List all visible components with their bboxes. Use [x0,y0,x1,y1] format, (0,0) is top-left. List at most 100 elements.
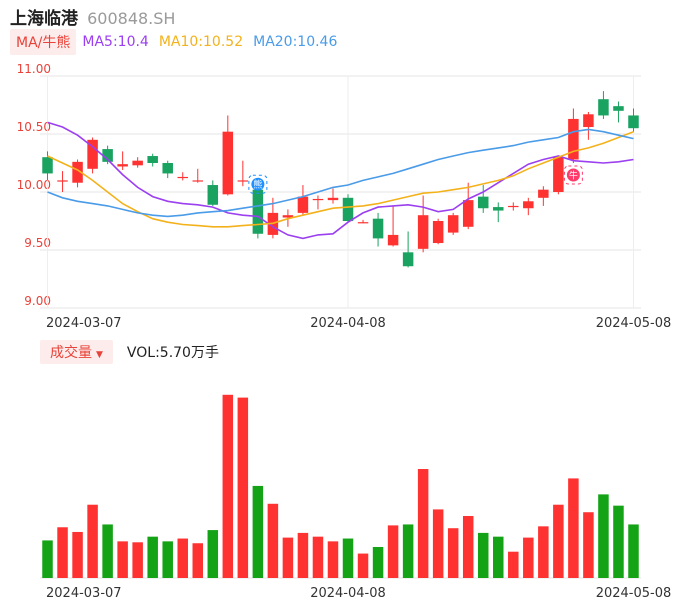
volume-bar [237,397,249,578]
ma5-line [47,121,634,240]
volume-bar [432,509,444,578]
candle-body [312,198,324,201]
candle-body [477,196,489,209]
candle [432,218,444,245]
candle [117,151,128,170]
candle-body [177,176,188,179]
candle [57,171,68,192]
ma20-legend: MA20:10.46 [253,34,338,50]
candle-body [432,221,444,244]
volume-bar [222,394,234,578]
marker-dot [251,177,265,191]
marker-dot [566,168,580,182]
candle [447,212,459,235]
volume-bar [132,542,143,578]
volume-bar [192,543,204,578]
stock-code: 600848.SH [87,9,176,28]
volume-bar [508,551,519,578]
volume-bar [57,527,68,578]
candle [357,219,369,224]
x-tick-label: 2024-03-07 [46,316,122,331]
volume-indicator-selector[interactable]: 成交量 ▼ [40,340,113,364]
marker-label: 牛 [569,170,578,182]
volume-bar [87,504,98,578]
candle-body [613,106,624,111]
candle-body [72,161,83,183]
candle-body [222,131,234,195]
candle-body [402,252,414,267]
volume-bar [598,494,609,578]
volume-bar [117,541,128,578]
candle [387,205,399,247]
candle-body [117,164,128,167]
candle [147,153,158,167]
ma-mode-selector[interactable]: MA/牛熊 [10,29,77,55]
volume-bar [312,536,324,578]
candle [538,186,549,206]
candle-body [387,234,399,246]
candle-body [132,160,143,166]
volume-bar [553,504,564,578]
ma10-legend: MA10:10.52 [158,34,244,50]
volume-bar [568,478,579,578]
volume-bar [42,540,53,578]
volume-bar [402,524,414,578]
candle-body [162,163,173,174]
candle-body [372,218,384,239]
candle-body [342,197,354,221]
marker-frame [563,165,583,185]
candle [342,194,354,223]
candle [222,115,234,196]
y-tick-label: 9.00 [24,294,51,308]
candle-body [462,200,474,227]
stock-name: 上海临港 [10,9,78,29]
volume-legend: 成交量 ▼ VOL:5.70万手 [40,340,219,364]
ma20-line [47,128,634,218]
y-tick-label: 9.50 [24,236,51,250]
ma10-line [47,130,634,228]
marker-label: 熊 [253,179,262,191]
candle-body [568,118,579,160]
volume-value: VOL:5.70万手 [126,345,219,361]
volume-bar [267,503,279,578]
bear-signal-marker: 熊 [248,174,268,194]
candle-body [553,157,564,192]
candle [237,160,249,187]
candle-body [147,156,158,163]
candle [177,172,188,181]
candle [568,108,579,163]
candle-body [357,222,369,224]
candle [252,186,264,239]
volume-bar [72,531,83,578]
volume-bar [583,512,594,578]
candle-body [598,99,609,116]
caret-down-icon: ▼ [96,350,103,360]
x-tick-label: 2024-05-08 [596,586,672,601]
candle-body [57,180,68,182]
candle [42,151,53,181]
candle-body [207,185,219,205]
candle-body [493,207,504,211]
volume-bar [462,515,474,578]
candle-body [282,215,294,218]
stock-header: 上海临港 600848.SH [10,4,176,29]
volume-bar [147,536,158,578]
ma-legend: MA/牛熊 MA5:10.4 MA10:10.52 MA20:10.46 [10,29,347,55]
candle-body [523,201,534,209]
x-tick-label: 2024-05-08 [596,316,672,331]
candle-body [42,157,53,174]
ma5-legend: MA5:10.4 [82,34,149,50]
x-tick-label: 2024-03-07 [46,586,122,601]
candle-body [417,215,429,249]
candle-body [237,180,249,182]
candle [462,182,474,230]
candle [372,212,384,247]
volume-bar [177,538,188,578]
volume-bar [477,532,489,578]
candle-body [538,189,549,198]
volume-bar [357,553,369,578]
bull-signal-marker: 牛 [563,165,583,185]
volume-bar [252,485,264,578]
volume-bar [102,524,113,578]
